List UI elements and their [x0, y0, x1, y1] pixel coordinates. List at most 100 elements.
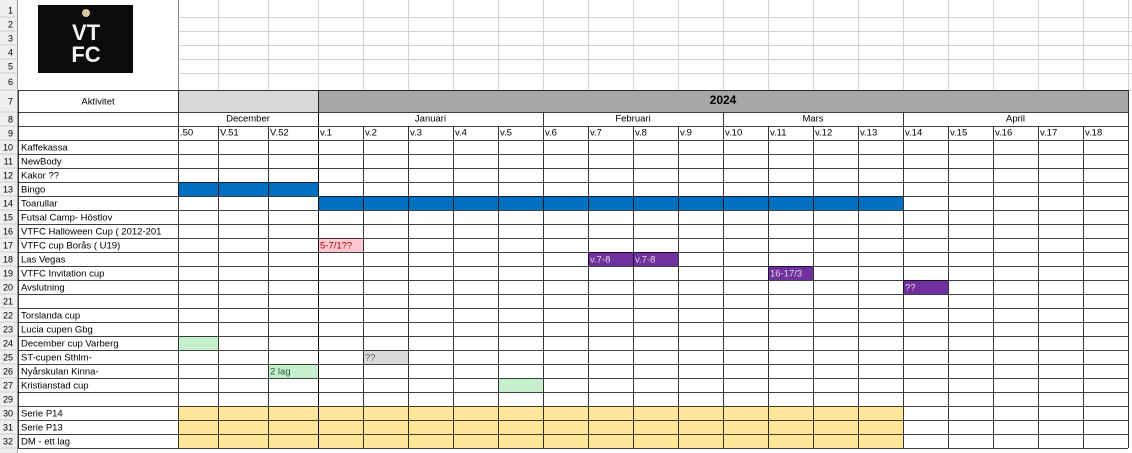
month-label: Mars	[802, 114, 823, 125]
row-number: 11	[4, 156, 13, 166]
highlight-cell	[453, 434, 498, 448]
row-number: 13	[3, 184, 13, 194]
highlight-cell	[723, 196, 768, 210]
row-number: 27	[3, 380, 13, 390]
month-label: Februari	[615, 114, 650, 125]
row-number: 3	[8, 33, 13, 43]
row-number: 14	[3, 198, 13, 208]
week-label: v.5	[500, 128, 512, 139]
activity-label: Nyårskulan Kinna-	[21, 367, 99, 378]
header-cell	[318, 90, 1128, 112]
week-label: v.18	[1085, 128, 1102, 139]
activity-label: Bingo	[21, 185, 45, 196]
month-label: April	[1006, 114, 1025, 125]
highlight-cell	[498, 420, 543, 434]
activity-label: Toarullar	[21, 199, 57, 210]
highlight-cell	[268, 406, 318, 420]
logo-text: FC	[71, 42, 100, 67]
highlight-cell	[318, 420, 363, 434]
highlight-cell	[178, 336, 218, 350]
row-number: 8	[8, 114, 13, 124]
month-label: Januari	[415, 114, 446, 125]
week-label: v.1	[320, 128, 332, 139]
highlight-cell	[363, 196, 408, 210]
highlight-cell	[318, 406, 363, 420]
highlight-cell	[543, 420, 588, 434]
week-label: v.17	[1040, 128, 1057, 139]
activity-label: Avslutning	[21, 283, 65, 294]
highlight-cell	[178, 420, 218, 434]
highlight-cell	[218, 420, 268, 434]
row-number: 20	[3, 282, 13, 292]
header-label: Aktivitet	[81, 97, 115, 108]
row-number: 6	[8, 77, 13, 87]
highlight-cell	[768, 420, 813, 434]
highlight-cell	[318, 434, 363, 448]
month-label: December	[226, 114, 270, 125]
row-number: 30	[3, 408, 13, 418]
activity-label: Serie P13	[21, 423, 63, 434]
row-number: 21	[3, 296, 13, 306]
row-number: 22	[3, 310, 13, 320]
row-number: 5	[8, 61, 13, 71]
row-number: 29	[3, 394, 13, 404]
highlight-cell	[363, 350, 408, 364]
week-label: v.13	[860, 128, 877, 139]
activity-label: Las Vegas	[21, 255, 66, 266]
activity-label: NewBody	[21, 157, 62, 168]
week-label: v.15	[950, 128, 967, 139]
highlight-cell	[858, 196, 903, 210]
activity-label: Lucia cupen Gbg	[21, 325, 93, 336]
highlight-cell	[178, 182, 218, 196]
highlight-cell	[268, 420, 318, 434]
highlight-cell	[408, 434, 453, 448]
highlight-cell	[633, 420, 678, 434]
header-cell	[178, 90, 318, 112]
highlight-cell	[858, 406, 903, 420]
activity-label: Futsal Camp- Höstlov	[21, 213, 113, 224]
row-number: 12	[3, 170, 13, 180]
row-number: 17	[3, 240, 13, 250]
week-label: .50	[180, 128, 193, 139]
highlight-cell	[633, 196, 678, 210]
row-number: 7	[8, 96, 13, 106]
highlight-cell	[268, 434, 318, 448]
highlight-cell	[543, 406, 588, 420]
row-number: 25	[3, 352, 13, 362]
activity-label: DM - ett lag	[21, 437, 70, 448]
week-label: v.8	[635, 128, 647, 139]
activity-label: Kakor ??	[21, 171, 59, 182]
highlight-cell	[633, 434, 678, 448]
activity-label: Kristianstad cup	[21, 381, 89, 392]
row-number: 18	[3, 254, 13, 264]
week-label: v.6	[545, 128, 557, 139]
week-label: V.52	[270, 128, 289, 139]
year-label: 2024	[710, 93, 737, 107]
highlight-cell	[498, 378, 543, 392]
highlight-cell	[768, 406, 813, 420]
highlight-cell	[723, 420, 768, 434]
cell-text: ??	[905, 283, 916, 294]
highlight-cell	[588, 406, 633, 420]
highlight-cell	[903, 280, 948, 294]
highlight-cell	[813, 434, 858, 448]
highlight-cell	[178, 434, 218, 448]
highlight-cell	[813, 420, 858, 434]
week-label: v.7	[590, 128, 602, 139]
logo-ball	[82, 9, 90, 17]
highlight-cell	[268, 364, 318, 378]
highlight-cell	[363, 434, 408, 448]
highlight-cell	[218, 434, 268, 448]
row-number: 26	[3, 366, 13, 376]
highlight-cell	[318, 238, 363, 252]
cell-text: ??	[365, 353, 376, 364]
highlight-cell	[588, 434, 633, 448]
highlight-cell	[633, 252, 678, 266]
row-number: 1	[8, 5, 13, 15]
highlight-cell	[218, 182, 268, 196]
highlight-cell	[768, 196, 813, 210]
highlight-cell	[768, 434, 813, 448]
week-label: v.3	[410, 128, 422, 139]
